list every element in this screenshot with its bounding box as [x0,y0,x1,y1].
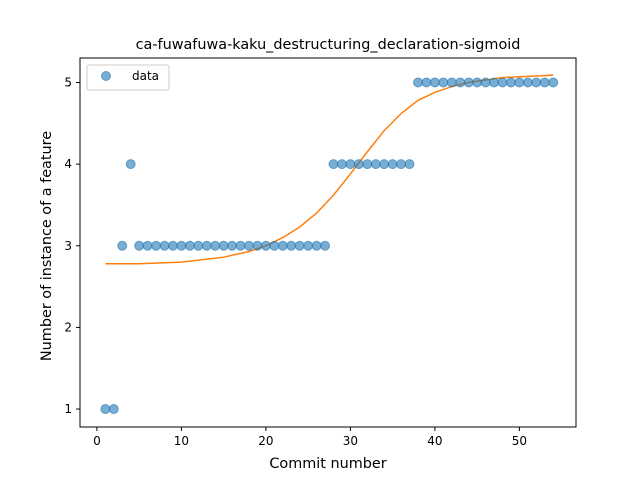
data-point [260,240,271,251]
data-point [201,240,212,251]
data-point [151,240,162,251]
data-point [463,77,474,88]
data-point [311,240,322,251]
data-point [505,77,516,88]
x-tick-label: 50 [512,434,527,448]
x-axis-ticks: 0 10 20 30 40 50 [93,427,527,448]
data-point [387,159,398,170]
x-axis-label: Commit number [269,456,386,472]
data-point [489,77,500,88]
x-tick-label: 30 [343,434,358,448]
data-point [227,240,238,251]
chart-title: ca-fuwafuwa-kaku_destructuring_declarati… [136,37,521,53]
data-point [100,404,111,415]
data-point [117,240,128,251]
data-point [218,240,229,251]
data-point [294,240,305,251]
data-point [286,240,297,251]
data-point [370,159,381,170]
x-tick-label: 40 [427,434,442,448]
data-point [438,77,449,88]
data-point [184,240,195,251]
data-point [142,240,153,251]
data-point [353,159,364,170]
data-point [167,240,178,251]
data-point [531,77,542,88]
y-tick-label: 3 [64,239,72,253]
data-point [336,159,347,170]
data-point [548,77,559,88]
data-point [320,240,331,251]
x-tick-label: 0 [93,434,101,448]
legend-label-data: data [132,69,159,83]
data-point [125,159,136,170]
data-point [446,77,457,88]
x-tick-label: 10 [174,434,189,448]
data-point [328,159,339,170]
data-point [193,240,204,251]
data-point [252,240,263,251]
plot-frame [79,57,577,428]
data-point [108,404,119,415]
data-point [176,240,187,251]
y-tick-label: 2 [64,320,72,334]
data-point [514,77,525,88]
data-point [480,77,491,88]
data-point [396,159,407,170]
data-point [345,159,356,170]
data-point [235,240,246,251]
data-point [539,77,550,88]
legend: data [86,64,170,91]
y-tick-label: 4 [64,157,72,171]
y-tick-label: 5 [64,75,72,89]
data-points-layer [100,77,559,415]
data-point [522,77,533,88]
y-axis-label: Number of instance of a feature [39,131,55,361]
data-point [379,159,390,170]
x-tick-label: 20 [258,434,273,448]
data-point [429,77,440,88]
data-point [277,240,288,251]
y-tick-label: 1 [64,402,72,416]
data-point [362,159,373,170]
data-point [159,240,170,251]
legend-marker-data [101,71,111,81]
data-point [455,77,466,88]
data-point [134,240,145,251]
y-axis-ticks: 1 2 3 4 5 [64,75,80,416]
data-point [210,240,221,251]
data-point [269,240,280,251]
data-point [404,159,415,170]
data-point [303,240,314,251]
data-point [412,77,423,88]
data-point [497,77,508,88]
data-point [243,240,254,251]
data-point [472,77,483,88]
data-point [421,77,432,88]
